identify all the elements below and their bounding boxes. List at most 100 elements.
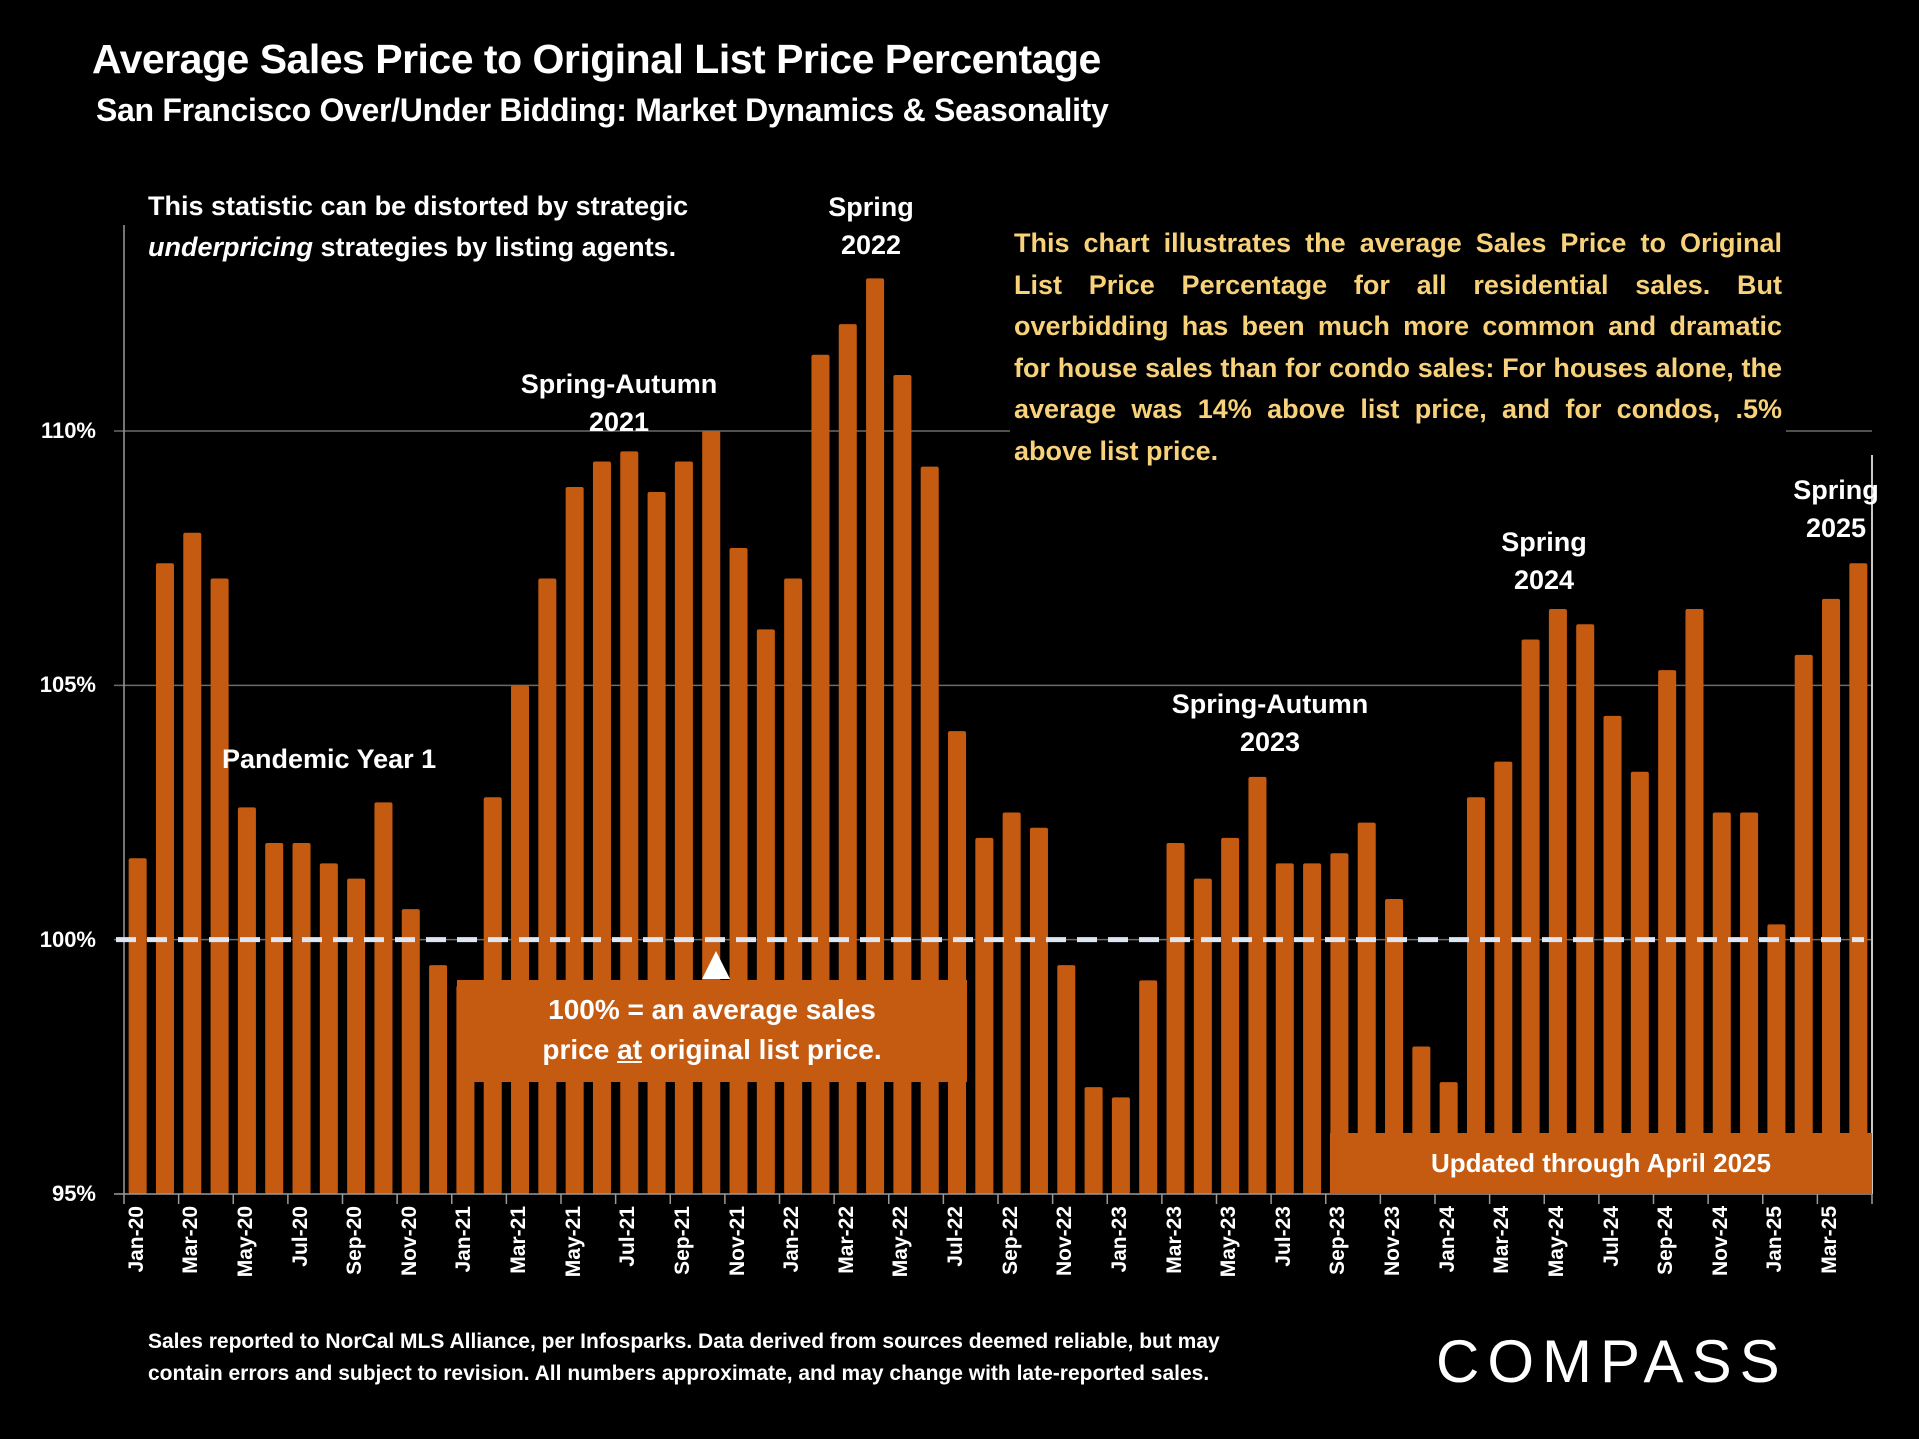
bar-Aug-24 (1630, 771, 1649, 1194)
x-tick-label: Jan-24 (1435, 1206, 1459, 1273)
annotation-pandemic-year-1: Pandemic Year 1 (222, 744, 437, 774)
callout-line2-pre: price (542, 1034, 618, 1065)
x-tick-label: Jan-21 (452, 1206, 476, 1273)
annotation-line: Spring (828, 192, 914, 222)
annotation-line: 2024 (1513, 565, 1575, 595)
bar-Sep-22 (1002, 812, 1021, 1194)
bar-Dec-21 (756, 629, 775, 1194)
footnote-line2: contain errors and subject to revision. … (148, 1362, 1210, 1385)
x-tick-label: Nov-21 (725, 1206, 749, 1277)
bar-Nov-24 (1712, 812, 1731, 1194)
annotation-line: Spring-Autumn (1171, 689, 1369, 719)
x-tick-label: Jan-25 (1763, 1206, 1787, 1273)
chart-subtitle: San Francisco Over/Under Bidding: Market… (96, 92, 1109, 128)
bar-Jun-22 (920, 466, 939, 1194)
x-tick-label: May-21 (561, 1206, 585, 1278)
bar-Jan-20 (128, 858, 147, 1194)
source-footnote: Sales reported to NorCal MLS Alliance, p… (148, 1326, 1220, 1390)
x-tick-label: Mar-25 (1818, 1206, 1842, 1274)
bar-Aug-21 (647, 492, 666, 1194)
x-tick-label: Nov-22 (1053, 1206, 1077, 1277)
bar-Jul-22 (948, 731, 967, 1194)
bar-Apr-23 (1193, 878, 1212, 1194)
bar-Oct-24 (1685, 609, 1704, 1194)
reference-explainer-callout: 100% = an average sales price at origina… (457, 980, 967, 1082)
bar-Sep-24 (1658, 670, 1677, 1194)
x-tick-label: Mar-22 (834, 1206, 858, 1274)
x-tick-label: Jul-24 (1599, 1206, 1623, 1267)
underpricing-note-rest: strategies by listing agents. (313, 232, 677, 262)
y-tick-label: 95% (51, 1181, 96, 1206)
callout-line2-underline: at (617, 1034, 642, 1065)
bar-Feb-24 (1466, 797, 1485, 1194)
underpricing-note-italic: underpricing (148, 232, 314, 262)
x-tick-label: Jul-22 (944, 1206, 968, 1267)
underpricing-note: This statistic can be distorted by strat… (148, 186, 688, 268)
annotation-line: Spring (1793, 475, 1879, 505)
bar-Oct-20 (374, 802, 393, 1194)
annotation-spring-2025: Spring 2025 (1780, 471, 1892, 547)
x-tick-label: Nov-20 (397, 1206, 421, 1277)
bar-Nov-23 (1385, 898, 1404, 1194)
chart-description-note: This chart illustrates the average Sales… (1010, 223, 1786, 472)
annotation-spring-autumn-2023: Spring-Autumn 2023 (1163, 685, 1377, 761)
callout-line2-post: original list price. (641, 1034, 882, 1065)
x-tick-label: Jan-22 (780, 1206, 804, 1273)
compass-logo: COMPASS (1436, 1328, 1788, 1395)
bar-Mar-25 (1822, 598, 1841, 1194)
bar-Aug-23 (1303, 863, 1322, 1194)
annotation-spring-2024: Spring 2024 (1488, 523, 1600, 599)
bar-Jun-20 (265, 843, 284, 1194)
bar-Jan-25 (1767, 924, 1786, 1194)
bar-Aug-20 (319, 863, 338, 1194)
bar-Apr-20 (210, 578, 229, 1194)
annotation-line: Spring-Autumn (520, 369, 718, 399)
footnote-line1: Sales reported to NorCal MLS Alliance, p… (148, 1330, 1220, 1353)
x-tick-label: Mar-23 (1162, 1206, 1186, 1274)
bar-Jul-21 (620, 451, 639, 1194)
pointer-triangle-icon (702, 951, 730, 979)
y-tick-label: 110% (40, 418, 96, 443)
bar-Mar-24 (1494, 761, 1513, 1194)
x-tick-label: Nov-23 (1381, 1206, 1405, 1277)
x-tick-label: May-22 (889, 1206, 913, 1278)
bar-Dec-24 (1740, 812, 1759, 1194)
bar-Dec-22 (1084, 1087, 1103, 1194)
bar-Nov-20 (401, 909, 420, 1194)
bar-Mar-22 (838, 324, 857, 1194)
bar-Apr-25 (1849, 563, 1868, 1194)
x-tick-label: Sep-21 (670, 1206, 694, 1275)
annotation-line: 2025 (1805, 513, 1867, 543)
x-tick-label: Mar-21 (507, 1206, 531, 1274)
bar-May-21 (565, 486, 584, 1194)
x-tick-label: Sep-20 (343, 1206, 367, 1275)
annotation-line: Spring (1501, 527, 1587, 557)
bar-Apr-24 (1521, 639, 1540, 1194)
x-tick-label: Sep-22 (998, 1206, 1022, 1275)
x-tick-label: Mar-20 (179, 1206, 203, 1274)
bar-Jun-23 (1248, 776, 1267, 1194)
x-tick-label: May-23 (1217, 1206, 1241, 1278)
bar-Oct-23 (1357, 822, 1376, 1194)
chart-title: Average Sales Price to Original List Pri… (92, 36, 1101, 82)
callout-line1: 100% = an average sales (548, 994, 876, 1025)
bar-Sep-21 (674, 461, 693, 1194)
x-tick-label: Jul-23 (1271, 1206, 1295, 1267)
bar-Apr-22 (866, 278, 885, 1194)
bar-Feb-20 (155, 563, 174, 1194)
bar-Jan-22 (784, 578, 803, 1194)
bar-Nov-21 (729, 547, 748, 1194)
bar-Apr-21 (538, 578, 557, 1194)
bar-Jul-24 (1603, 715, 1622, 1194)
x-tick-label: Sep-23 (1326, 1206, 1350, 1275)
bar-Jun-21 (592, 461, 611, 1194)
y-tick-label: 100% (39, 926, 96, 952)
bar-Jul-23 (1275, 863, 1294, 1194)
bar-Mar-20 (183, 532, 202, 1194)
annotation-line: 2021 (588, 407, 650, 437)
bar-Aug-22 (975, 837, 994, 1194)
annotation-line: 2023 (1239, 727, 1301, 757)
bar-Dec-20 (429, 965, 448, 1194)
x-tick-label: Jan-20 (124, 1206, 148, 1273)
x-tick-label: Jul-21 (616, 1206, 640, 1267)
